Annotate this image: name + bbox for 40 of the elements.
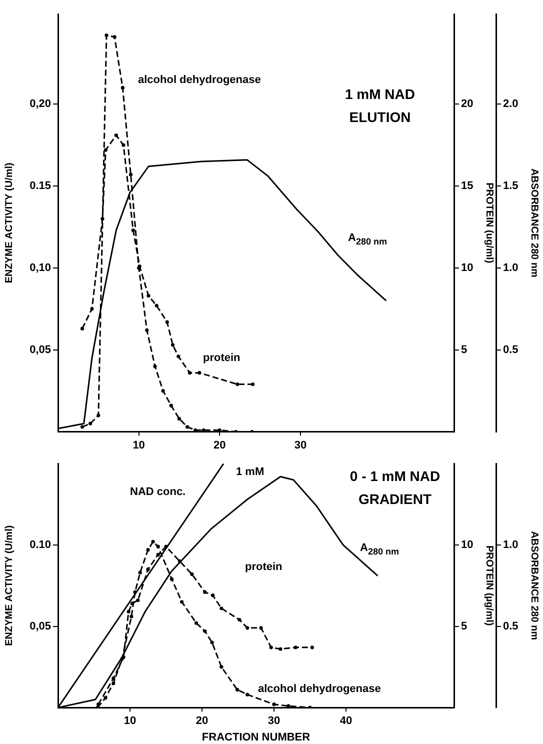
y-tick-label: 0,20 (30, 98, 51, 110)
text: 1 mM NAD ELUTION (344, 86, 416, 125)
y3-axis-title: ABSORBANCE 280 nm (528, 531, 540, 640)
y-tick-label: 0,05 (30, 344, 51, 356)
annotation: alcohol dehydrogenase (138, 74, 261, 86)
x-tick-label: 10 (124, 715, 136, 728)
annotation: protein (203, 352, 241, 364)
y3-tick-label: 1.0 (503, 538, 518, 551)
annotation: NAD conc. (130, 486, 186, 498)
y3-tick-label: 1.0 (503, 262, 518, 274)
annotation: alcohol dehydrogenase (258, 683, 381, 696)
x-tick-label: 30 (268, 715, 280, 728)
y-axis-title: ENZYME ACTIVITY (U/ml) (4, 162, 15, 284)
y-tick-label: 0.15 (30, 180, 51, 192)
y-axis-title: ENZYME ACTIVITY (U/ml) (4, 525, 15, 646)
x-tick-label: 20 (196, 715, 208, 728)
y2-tick-label: 20 (461, 98, 474, 110)
x-tick-label: 10 (132, 439, 145, 452)
y3-tick-label: 0.5 (503, 620, 518, 632)
annotation: protein (245, 561, 283, 574)
y3-tick-label: 1.5 (503, 180, 518, 192)
x-tick-label: 20 (214, 439, 226, 452)
x-tick-label: 30 (294, 439, 307, 452)
y-tick-label: 0,05 (30, 620, 51, 632)
y3-axis-title: ABSORBANCE 280 nm (528, 168, 540, 278)
text: 0 - 1 mM NAD GRADIENT (350, 468, 440, 507)
annotation: 1 mM (236, 466, 264, 478)
y-tick-label: 0.10 (30, 538, 51, 551)
y2-tick-label: 10 (461, 538, 474, 551)
y2-axis-title: PROTEIN (µg/ml) (483, 545, 494, 626)
y2-tick-label: 5 (461, 344, 468, 356)
y2-tick-label: 10 (461, 262, 474, 274)
x-tick-label: 40 (340, 715, 352, 728)
y2-tick-label: 15 (461, 180, 474, 192)
y-tick-label: 0,10 (30, 262, 51, 274)
x-axis-title: FRACTION NUMBER (202, 731, 310, 744)
y3-tick-label: 0.5 (503, 344, 518, 356)
y3-tick-label: 2.0 (503, 98, 518, 110)
y2-tick-label: 5 (461, 620, 468, 632)
y2-axis-title: PROTEIN (ug/ml) (483, 182, 494, 264)
